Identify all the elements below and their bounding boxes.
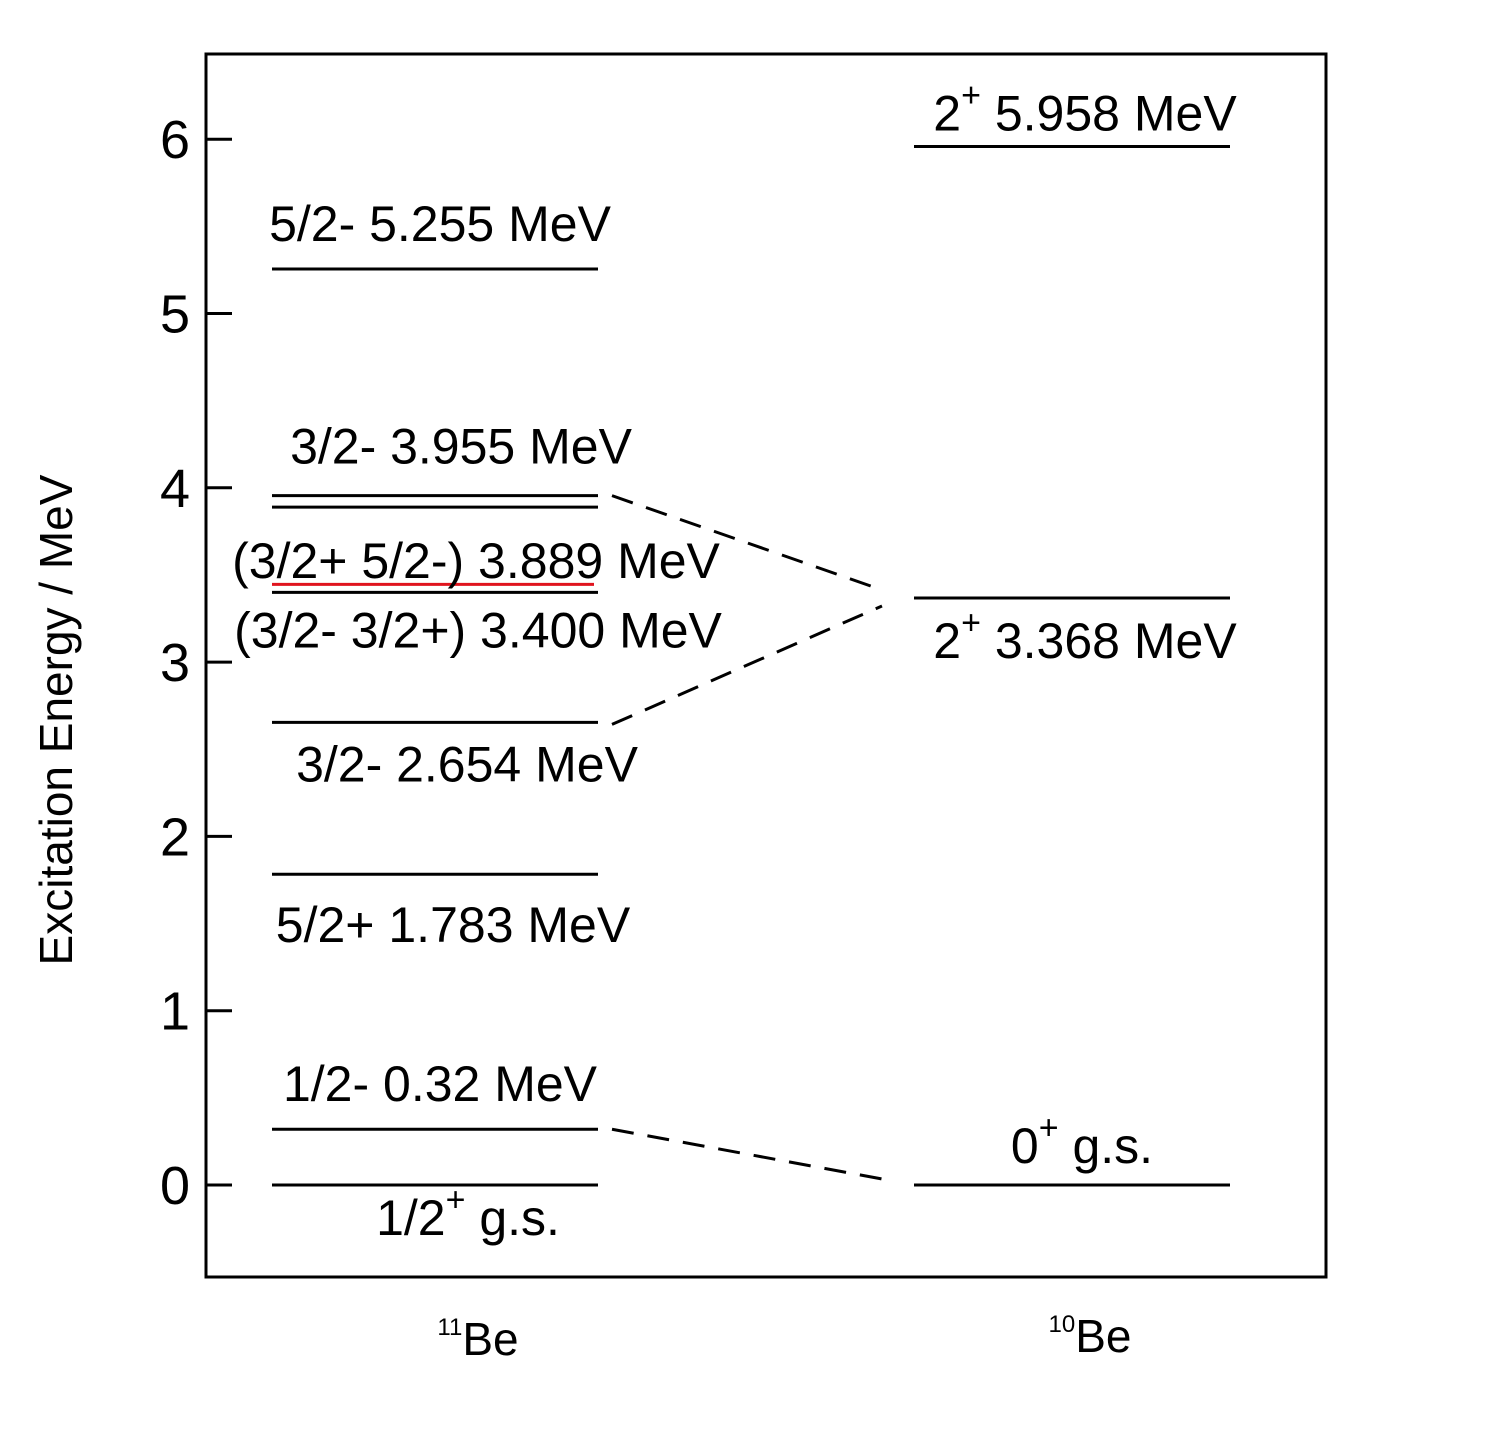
be10-level-label-main: 2	[933, 86, 961, 142]
be11-level-parity: +	[446, 1181, 466, 1219]
be10-mass-number: 10	[1049, 1311, 1076, 1338]
be11-level-label: 1/2- 0.32 MeV	[283, 1056, 598, 1112]
be10-level-parity: +	[961, 604, 981, 642]
y-axis-ticks	[206, 137, 232, 1187]
connection-lines	[611, 494, 883, 1181]
be11-element: Be	[462, 1313, 518, 1365]
be11-level-label: 3/2- 3.955 MeV	[290, 419, 633, 475]
column-label-be10: 10Be	[1049, 1310, 1132, 1362]
be11-level-label-main: 1/2- 0.32 MeV	[283, 1056, 598, 1112]
y-axis-tick-labels: 0 1 2 3 4 5 6	[160, 110, 190, 1216]
be11-level-label: 1/2+ g.s.	[376, 1181, 560, 1246]
connection-line	[611, 1127, 883, 1181]
be11-level-label-main: (3/2+ 5/2-) 3.889 MeV	[232, 533, 720, 589]
be11-level-label-main: 5/2+ 1.783 MeV	[276, 897, 631, 953]
be10-level-label-main: 0	[1011, 1118, 1039, 1174]
y-tick-label: 0	[160, 1156, 190, 1216]
y-tick-label: 1	[160, 982, 190, 1042]
be11-level-label: 5/2- 5.255 MeV	[269, 196, 612, 252]
be10-level-label-main: 2	[933, 613, 961, 669]
y-tick-label: 3	[160, 633, 190, 693]
y-tick-label: 2	[160, 807, 190, 867]
be10-element: Be	[1075, 1310, 1131, 1362]
be11-level-label-suffix: g.s.	[465, 1190, 559, 1246]
connection-line	[611, 494, 883, 592]
be11-level-label-main: 5/2- 5.255 MeV	[269, 196, 612, 252]
be11-level-label: 3/2- 2.654 MeV	[296, 736, 639, 792]
be11-level-label: 5/2+ 1.783 MeV	[276, 897, 631, 953]
column-label-be11: 11Be	[437, 1313, 518, 1365]
be11-level-label-main: 1/2	[376, 1190, 446, 1246]
be11-mass-number: 11	[437, 1314, 462, 1341]
y-axis-title: Excitation Energy / MeV	[30, 474, 82, 965]
be11-level-label: (3/2+ 5/2-) 3.889 MeV	[232, 533, 720, 589]
be10-level-label: 2+ 3.368 MeV	[933, 604, 1237, 669]
be10-level-label-suffix: g.s.	[1059, 1118, 1153, 1174]
be10-level-label: 2+ 5.958 MeV	[933, 77, 1237, 142]
plot-frame	[204, 52, 1328, 1279]
be10-level-label: 0+ g.s.	[1011, 1109, 1153, 1174]
be10-level-label-suffix: 3.368 MeV	[981, 613, 1237, 669]
y-tick-label: 4	[160, 459, 190, 519]
be11-level-label-main: 3/2- 3.955 MeV	[290, 419, 633, 475]
be10-level-parity: +	[961, 77, 981, 115]
y-tick-label: 5	[160, 285, 190, 345]
be11-levels: 1/2+ g.s. 1/2- 0.32 MeV 5/2+ 1.783 MeV 3/2-…	[232, 196, 722, 1246]
connection-line	[611, 604, 883, 726]
y-tick-label: 6	[160, 110, 190, 170]
be10-level-parity: +	[1039, 1109, 1059, 1147]
be10-level-label-suffix: 5.958 MeV	[981, 86, 1237, 142]
be11-level-label-main: 3/2- 2.654 MeV	[296, 736, 639, 792]
be11-level-label-main: (3/2- 3/2+) 3.400 MeV	[234, 602, 722, 658]
be11-level-label: (3/2- 3/2+) 3.400 MeV	[234, 602, 722, 658]
